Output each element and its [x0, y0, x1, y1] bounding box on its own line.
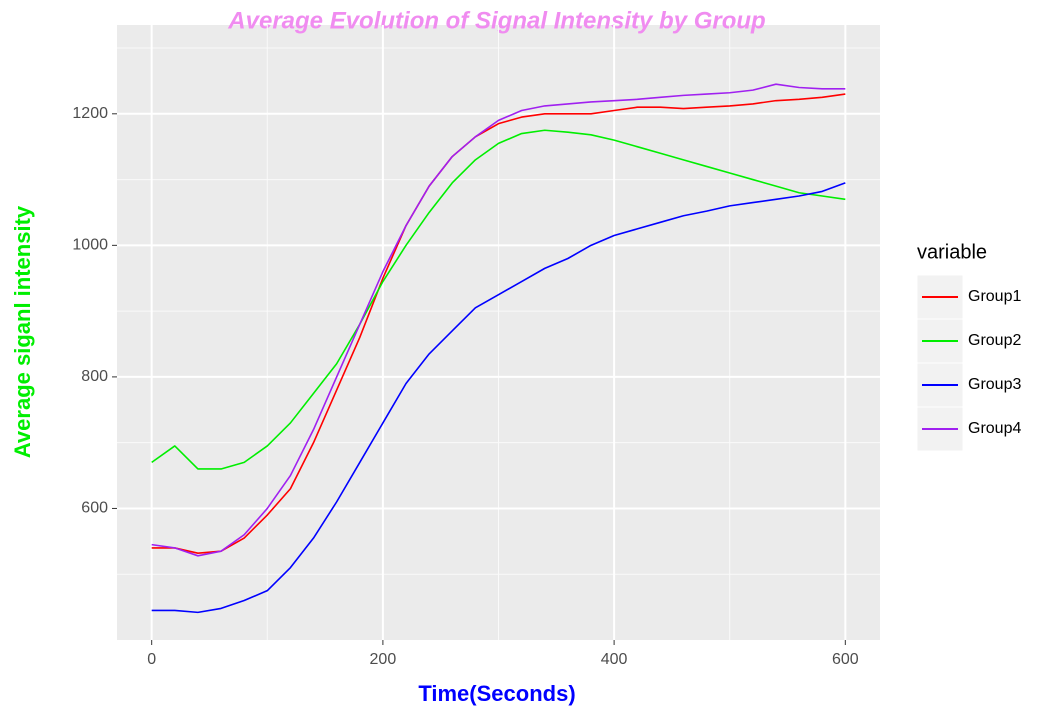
y-tick-label: 800: [81, 368, 108, 385]
chart-title: Average Evolution of Signal Intensity by…: [227, 7, 765, 34]
series-line: [151, 182, 846, 614]
legend-label: Group3: [968, 376, 1021, 393]
series-line: [151, 93, 846, 554]
x-tick-label: 600: [832, 651, 859, 668]
legend-label: Group4: [968, 420, 1021, 437]
y-axis-title: Average siganl intensity: [10, 205, 35, 458]
x-tick-label: 200: [370, 651, 397, 668]
series-line: [151, 129, 846, 470]
legend-title: variable: [917, 241, 987, 263]
x-axis-title: Time(Seconds): [418, 681, 575, 706]
y-tick-label: 1000: [72, 237, 108, 254]
legend-label: Group1: [968, 288, 1021, 305]
y-tick-label: 600: [81, 500, 108, 517]
legend-label: Group2: [968, 332, 1021, 349]
x-tick-label: 0: [147, 651, 156, 668]
series-line: [151, 83, 846, 557]
x-tick-label: 400: [601, 651, 628, 668]
y-tick-label: 1200: [72, 105, 108, 122]
